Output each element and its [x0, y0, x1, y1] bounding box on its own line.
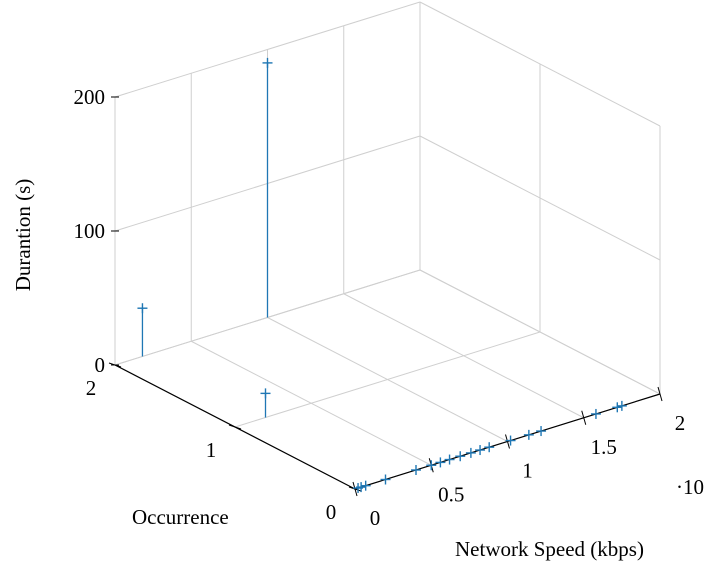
x-tick-label: 0.5 — [438, 482, 464, 506]
data-point — [505, 435, 516, 446]
data-point — [435, 457, 446, 468]
data-point — [262, 57, 273, 68]
data-point — [523, 429, 534, 440]
data-point — [590, 408, 601, 419]
data-point — [444, 454, 455, 465]
x-axis-label: Network Speed (kbps) — [455, 537, 644, 561]
y-axis-label: Occurrence — [132, 505, 229, 529]
x-tick-label: 0 — [370, 506, 381, 530]
grid-line — [419, 269, 661, 395]
x-tick-label: 1.5 — [591, 435, 617, 459]
z-axis-label: Durantion (s) — [11, 179, 35, 292]
z-tick-label: 0 — [95, 353, 106, 377]
z-tick-label: 200 — [74, 85, 106, 109]
data-point — [455, 451, 466, 462]
data-point — [380, 474, 391, 485]
x-tick-mark — [657, 386, 663, 402]
data-point — [616, 400, 627, 411]
y-tick-label: 0 — [326, 500, 337, 524]
y-tick-label: 1 — [206, 438, 217, 462]
data-point — [360, 480, 371, 491]
data-point — [475, 445, 486, 456]
grid-line — [419, 135, 661, 261]
data-point — [356, 482, 367, 493]
grid — [114, 1, 661, 490]
x-tick-label: 2 — [675, 411, 686, 435]
grid-line — [114, 1, 421, 98]
data-point — [411, 465, 421, 475]
data-point — [137, 303, 148, 314]
y-tick-mark — [348, 486, 362, 492]
x-axis-scale-label: ·10 — [676, 475, 704, 499]
y-tick-mark — [228, 424, 242, 430]
y-tick-label: 2 — [86, 376, 97, 400]
x-tick-mark — [581, 410, 587, 425]
data-point — [465, 447, 476, 458]
z-tick-label: 100 — [74, 219, 106, 243]
grid-line — [234, 331, 541, 428]
data-point — [426, 460, 437, 471]
data-stems — [141, 62, 269, 418]
labels: Network Speed (kbps) Occurrence Durantio… — [11, 179, 704, 561]
data-point — [260, 388, 271, 399]
data-point — [484, 442, 495, 453]
data-point — [612, 402, 623, 413]
x-tick-mark — [505, 434, 510, 449]
grid-line — [419, 1, 661, 127]
data-points — [137, 57, 627, 494]
data-point — [536, 426, 547, 437]
x-tick-label: 1 — [522, 459, 533, 483]
